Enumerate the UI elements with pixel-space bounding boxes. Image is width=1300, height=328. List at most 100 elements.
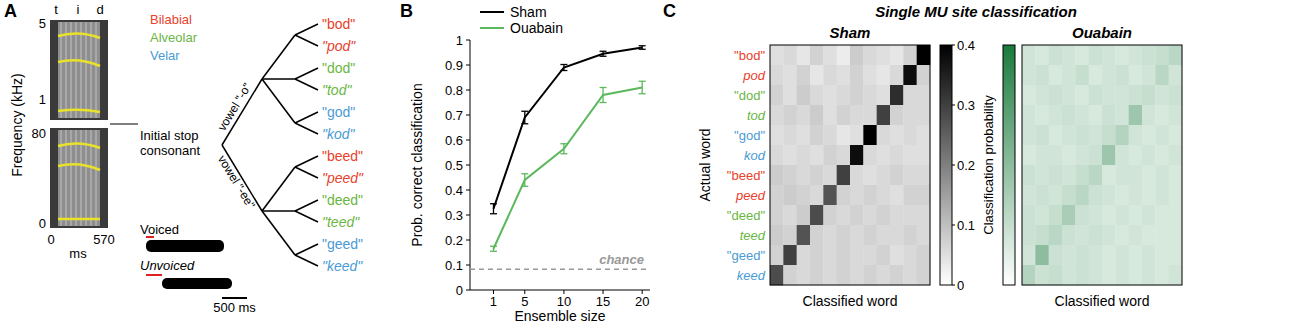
heatmap-cell [1115,225,1129,245]
heatmap-cell [783,165,797,185]
error-bar-stem [602,88,603,103]
tree-branch [295,244,318,255]
heatmap-cell [917,125,931,145]
heatmap-cell [1035,45,1049,65]
heatmap-cell [797,145,811,165]
heatmap-cell [1035,125,1049,145]
legend-label: Ouabain [510,20,563,36]
heatmap-cell [1115,145,1129,165]
heatmap-cell [1169,65,1183,85]
panel-label: A [4,1,17,21]
heatmap-cell [863,85,877,105]
heatmap-cell [917,45,931,65]
heatmap-cell [1102,205,1116,225]
tree-branch [262,210,295,212]
heatmap-cell [1075,165,1089,185]
heatmap-cell [1075,245,1089,265]
heatmap-cell [783,145,797,165]
heatmap-cell [837,265,851,285]
colorbar-tick-label: 0.3 [957,98,975,113]
heatmap-cell [917,265,931,285]
heatmap-cell [797,165,811,185]
row-label: teed [740,228,766,243]
heatmap-cell [1129,65,1143,85]
heatmap-frame [1022,45,1182,285]
heatmap-cell [863,145,877,165]
colorbar-tick [952,285,955,286]
tick-label: 0.2 [445,233,463,248]
spectrogram [50,20,108,120]
waveform [162,278,232,289]
heatmap-cell [823,85,837,105]
colorbar [1003,45,1015,285]
heatmap-cell [890,165,904,185]
heatmap-cell [810,145,824,165]
heatmap-cell [770,165,784,185]
formant [58,110,100,112]
heatmap-cell [810,85,824,105]
heatmap-cell [1062,105,1076,125]
error-bar-stem [642,81,643,94]
heatmap-cell [1022,165,1036,185]
heatmap-cell [1129,185,1143,205]
heatmap-cell [1035,65,1049,85]
heatmap-cell [1169,105,1183,125]
heatmap-cell [837,205,851,225]
heatmap-cell [903,145,917,165]
heatmap-cell [850,145,864,165]
heatmap-cell [1062,265,1076,285]
error-bar-cap [521,123,528,124]
heatmap-cell [850,105,864,125]
heatmap-cell [917,185,931,205]
heatmap-cell [1035,265,1049,285]
heatmap-cell [1062,125,1076,145]
series-line [493,88,642,249]
heatmap-cell [797,65,811,85]
series-line [493,48,642,209]
heatmap-cell [903,225,917,245]
axis-title: Prob. correct classification [409,83,425,246]
heatmap-cell [1169,45,1183,65]
heatmap-cell [1089,245,1103,265]
heatmap-cell [770,245,784,265]
heatmap-cell [1115,245,1129,265]
heatmap-cell [1022,125,1036,145]
heatmap-cell [1075,265,1089,285]
word-label: "tod" [322,82,352,98]
tree-branch [295,79,318,90]
tick-label: 5 [521,294,528,309]
heatmap-cell [797,185,811,205]
heatmap-cell [1142,85,1156,105]
heatmap-cell [810,185,824,205]
error-bar-cap [639,81,646,82]
tick-label: 0 [456,283,463,298]
error-bar-cap [600,51,607,52]
error-bar-cap [560,64,567,65]
tick-label: 0.3 [445,208,463,223]
panel-label: C [663,1,676,21]
heatmap-cell [837,85,851,105]
tree-branch [295,35,318,46]
heatmap-cell [770,265,784,285]
heatmap-cell [1102,65,1116,85]
heatmap-cell [890,125,904,145]
error-bar [639,81,646,94]
heatmap-cell [903,125,917,145]
heatmap-cell [810,205,824,225]
tick-label: 0 [39,216,46,231]
x-axis [470,290,650,291]
heatmap-cell [1049,65,1063,85]
heatmap-cell [1169,265,1183,285]
colorbar-tick [952,45,955,46]
tick-label: 0 [47,232,54,247]
tick-label: 570 [93,232,115,247]
heatmap-cell [1169,165,1183,185]
heatmap-cell [877,265,891,285]
heatmap-cell [1035,145,1049,165]
error-bar-stem [524,174,525,187]
heatmap-cell [810,105,824,125]
heatmap-cell [890,65,904,85]
heatmap-cell [1049,265,1063,285]
heatmap-cell [1035,165,1049,185]
heatmap-cell [890,145,904,165]
